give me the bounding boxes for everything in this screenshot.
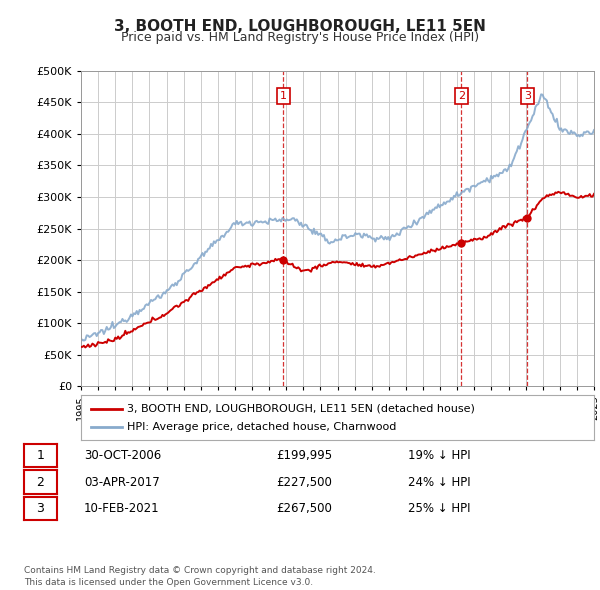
Text: 2: 2 [458, 91, 465, 101]
Text: 1: 1 [280, 91, 287, 101]
Text: 24% ↓ HPI: 24% ↓ HPI [408, 476, 470, 489]
Text: 3, BOOTH END, LOUGHBOROUGH, LE11 5EN (detached house): 3, BOOTH END, LOUGHBOROUGH, LE11 5EN (de… [127, 404, 475, 414]
Text: 30-OCT-2006: 30-OCT-2006 [84, 449, 161, 462]
Text: £267,500: £267,500 [276, 502, 332, 515]
Text: £227,500: £227,500 [276, 476, 332, 489]
Text: 3: 3 [37, 502, 44, 515]
Text: 19% ↓ HPI: 19% ↓ HPI [408, 449, 470, 462]
Text: £199,995: £199,995 [276, 449, 332, 462]
Text: 03-APR-2017: 03-APR-2017 [84, 476, 160, 489]
Text: 2: 2 [37, 476, 44, 489]
Text: 25% ↓ HPI: 25% ↓ HPI [408, 502, 470, 515]
Text: HPI: Average price, detached house, Charnwood: HPI: Average price, detached house, Char… [127, 422, 397, 432]
Text: 10-FEB-2021: 10-FEB-2021 [84, 502, 160, 515]
Text: Price paid vs. HM Land Registry's House Price Index (HPI): Price paid vs. HM Land Registry's House … [121, 31, 479, 44]
Text: Contains HM Land Registry data © Crown copyright and database right 2024.
This d: Contains HM Land Registry data © Crown c… [24, 566, 376, 587]
Text: 1: 1 [37, 449, 44, 462]
Text: 3, BOOTH END, LOUGHBOROUGH, LE11 5EN: 3, BOOTH END, LOUGHBOROUGH, LE11 5EN [114, 19, 486, 34]
Text: 3: 3 [524, 91, 531, 101]
